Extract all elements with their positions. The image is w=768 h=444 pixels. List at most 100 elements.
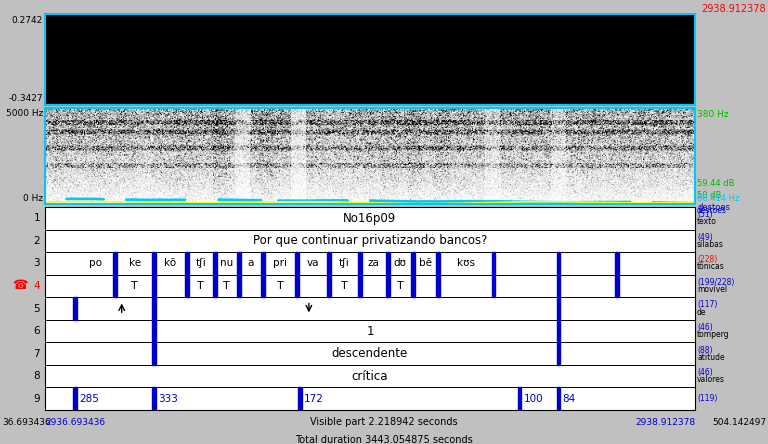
Bar (213, 275, 217, 297)
Text: -0.3427: -0.3427 (8, 94, 43, 103)
Text: de: de (697, 308, 707, 317)
Text: 4: 4 (33, 281, 40, 291)
Text: 0.2742: 0.2742 (12, 16, 43, 25)
Bar (386, 252, 389, 275)
Bar (152, 388, 156, 410)
Text: descendente: descendente (332, 347, 408, 360)
Text: 0 Hz: 0 Hz (23, 194, 43, 203)
Text: 9: 9 (33, 394, 40, 404)
Bar (557, 252, 561, 275)
Bar (152, 275, 156, 297)
Bar (327, 252, 331, 275)
Text: Por que continuar privatizando bancos?: Por que continuar privatizando bancos? (253, 234, 487, 247)
Bar (557, 388, 561, 410)
Bar (185, 275, 189, 297)
Text: bẽ: bẽ (419, 258, 432, 268)
Bar (152, 320, 156, 342)
Text: destoes: destoes (697, 206, 727, 215)
Text: texto: texto (697, 217, 717, 226)
Text: (46): (46) (697, 368, 713, 377)
Text: destoes: destoes (697, 203, 730, 212)
Text: 6: 6 (33, 326, 40, 336)
Bar (492, 252, 495, 275)
Text: 36.693436: 36.693436 (2, 417, 51, 427)
Text: T: T (277, 281, 283, 291)
Text: 8: 8 (33, 371, 40, 381)
Text: ☎: ☎ (12, 279, 28, 293)
Bar (435, 252, 439, 275)
Bar (298, 388, 302, 410)
Text: 2936.693436: 2936.693436 (45, 417, 105, 427)
Text: T: T (341, 281, 348, 291)
Bar (73, 388, 77, 410)
Text: 5: 5 (33, 304, 40, 313)
Text: T: T (197, 281, 204, 291)
Text: tomperg: tomperg (697, 330, 730, 339)
Text: 7: 7 (33, 349, 40, 359)
Bar (615, 252, 619, 275)
Text: (46): (46) (697, 323, 713, 332)
Bar (615, 275, 619, 297)
Text: atitude: atitude (697, 353, 725, 362)
Bar (237, 275, 240, 297)
Bar (411, 275, 415, 297)
Bar (152, 252, 156, 275)
Bar (557, 297, 561, 320)
Text: 60.414 Hz: 60.414 Hz (697, 194, 740, 203)
Bar (492, 275, 495, 297)
Text: (199/228): (199/228) (697, 278, 734, 287)
Text: kõ: kõ (164, 258, 177, 268)
Bar (261, 252, 266, 275)
Bar (295, 275, 300, 297)
Text: (49): (49) (697, 233, 713, 242)
Bar (518, 388, 521, 410)
Text: 2: 2 (33, 236, 40, 246)
Text: ke: ke (128, 258, 141, 268)
Bar (557, 320, 561, 342)
Text: 380 Hz: 380 Hz (697, 110, 729, 119)
Bar (113, 252, 118, 275)
Text: tônicas: tônicas (697, 262, 725, 271)
Text: crítica: crítica (352, 370, 389, 383)
Bar (411, 252, 415, 275)
Text: nu: nu (220, 258, 233, 268)
Text: po: po (88, 258, 101, 268)
Text: 5000 Hz: 5000 Hz (5, 109, 43, 118)
Bar (73, 297, 77, 320)
Text: dʊ: dʊ (394, 258, 407, 268)
Text: va: va (307, 258, 319, 268)
Text: 504.142497: 504.142497 (712, 417, 766, 427)
Text: movível: movível (697, 285, 727, 294)
Bar (435, 275, 439, 297)
Bar (358, 252, 362, 275)
Bar (327, 275, 331, 297)
Text: (119): (119) (697, 394, 717, 403)
Text: valores: valores (697, 375, 725, 384)
Text: 2938.912378: 2938.912378 (701, 4, 766, 14)
Text: 100: 100 (524, 394, 543, 404)
Bar (557, 342, 561, 365)
Text: 2938.912378: 2938.912378 (635, 417, 695, 427)
Text: 84: 84 (562, 394, 576, 404)
Bar (113, 275, 118, 297)
Text: T: T (131, 281, 138, 291)
Text: Visible part 2.218942 seconds: Visible part 2.218942 seconds (310, 417, 458, 427)
Bar (152, 297, 156, 320)
Text: (228): (228) (697, 255, 717, 264)
Text: a: a (248, 258, 254, 268)
Bar (152, 342, 156, 365)
Bar (358, 275, 362, 297)
Text: T: T (397, 281, 404, 291)
Text: T: T (223, 281, 230, 291)
Text: 333: 333 (158, 394, 178, 404)
Text: 172: 172 (303, 394, 323, 404)
Bar (185, 252, 189, 275)
Bar (261, 275, 266, 297)
Text: kʊs: kʊs (456, 258, 475, 268)
Text: sílabas: sílabas (697, 240, 724, 249)
Text: tʃi: tʃi (339, 258, 349, 268)
Bar (237, 252, 240, 275)
Text: (88): (88) (697, 345, 713, 355)
Text: Total duration 3443.054875 seconds: Total duration 3443.054875 seconds (295, 435, 473, 444)
Bar (295, 252, 300, 275)
